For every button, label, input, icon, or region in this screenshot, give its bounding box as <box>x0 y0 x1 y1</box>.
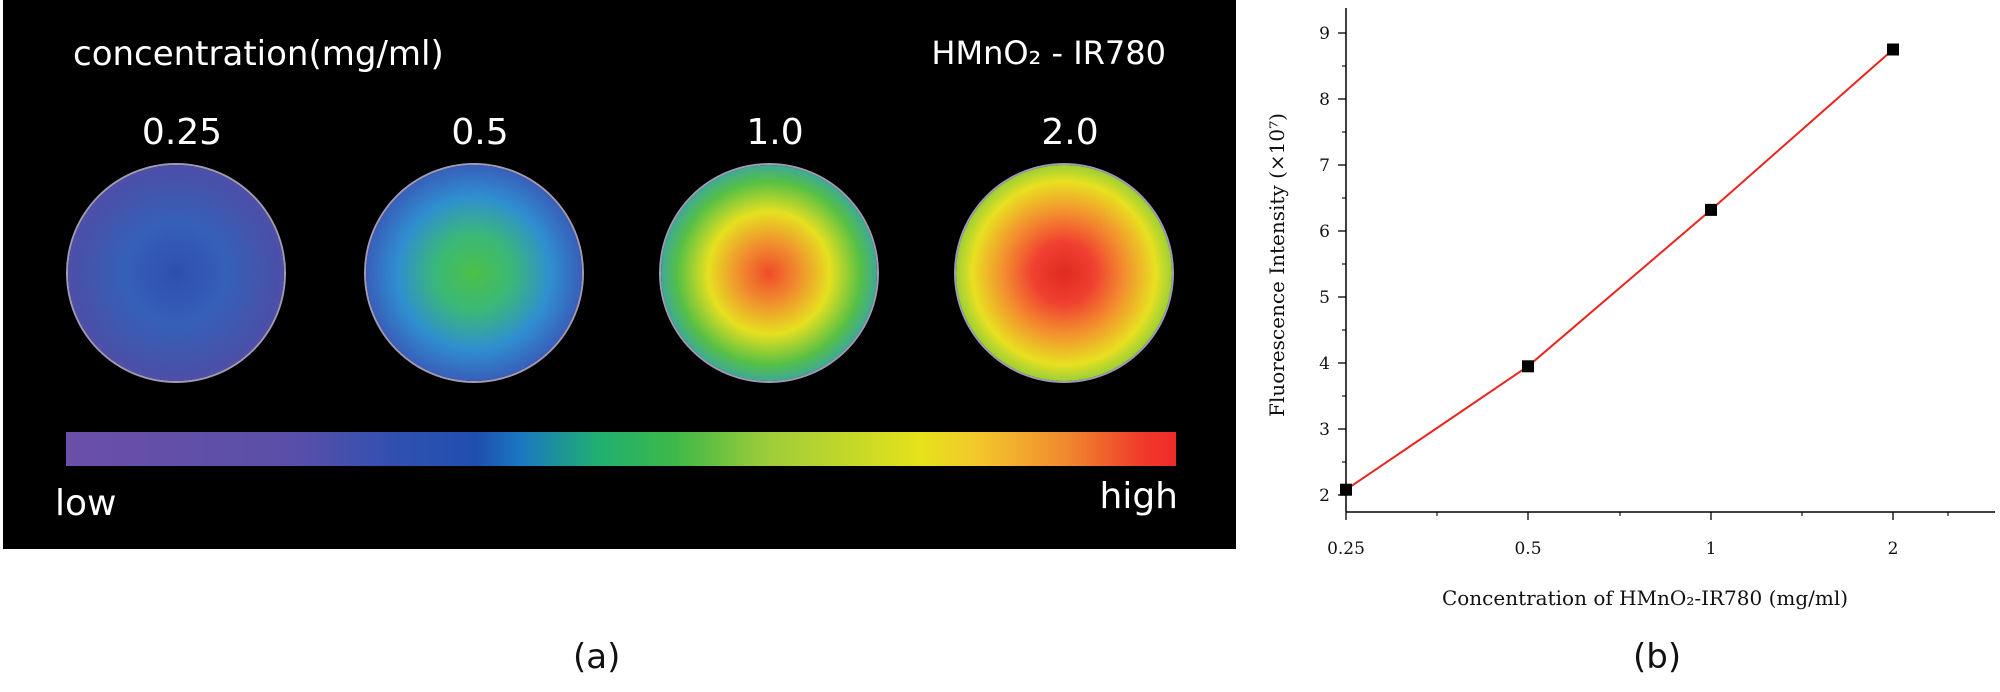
fluorescence-dish-3 <box>661 165 877 381</box>
dish-label-3: 1.0 <box>746 112 804 153</box>
data-point <box>1887 43 1899 56</box>
colorbar-high-label: high <box>1099 476 1179 517</box>
concentration-title: concentration(mg/ml) <box>73 34 444 74</box>
data-point <box>1340 483 1352 496</box>
fluorescence-dish-2 <box>366 165 582 381</box>
panel-a-tag: (a) <box>573 637 621 677</box>
chart-series <box>1340 43 1899 496</box>
colorbar-low-label: low <box>55 483 117 524</box>
chart-ticks: 2 3 4 5 6 7 8 9 0.25 0.5 1 2 <box>1319 24 1949 559</box>
panel-b-tag: (b) <box>1633 637 1682 677</box>
chart-axes <box>1345 8 1995 513</box>
dish-label-2: 0.5 <box>451 112 509 153</box>
y-tick-label: 6 <box>1319 222 1330 242</box>
sample-title: HMnO₂ - IR780 <box>931 34 1166 72</box>
x-tick-label: 0.5 <box>1514 539 1541 559</box>
y-tick-label: 8 <box>1319 90 1330 110</box>
y-tick-label: 3 <box>1319 420 1330 440</box>
x-axis-title: Concentration of HMnO₂-IR780 (mg/ml) <box>1442 586 1848 610</box>
x-tick-label: 1 <box>1706 539 1717 559</box>
intensity-colorbar <box>66 432 1176 466</box>
x-tick-label: 2 <box>1888 539 1899 559</box>
fluorescence-dish-1 <box>68 165 284 381</box>
data-point <box>1705 203 1717 216</box>
y-tick-label: 9 <box>1319 24 1330 44</box>
fluorescence-image-panel: concentration(mg/ml) HMnO₂ - IR780 0.25 … <box>3 0 1236 549</box>
data-point <box>1522 360 1534 373</box>
dish-label-4: 2.0 <box>1041 112 1099 153</box>
y-axis-title: Fluorescence Intensity (×10⁷) <box>1265 113 1289 417</box>
y-tick-label: 4 <box>1319 354 1330 374</box>
y-tick-label: 2 <box>1319 486 1330 506</box>
y-tick-label: 5 <box>1319 288 1330 308</box>
dish-label-1: 0.25 <box>141 112 223 153</box>
fluorescence-dish-4 <box>956 165 1172 381</box>
y-tick-label: 7 <box>1319 156 1330 176</box>
x-tick-label: 0.25 <box>1327 539 1365 559</box>
series-line <box>1345 48 1894 491</box>
